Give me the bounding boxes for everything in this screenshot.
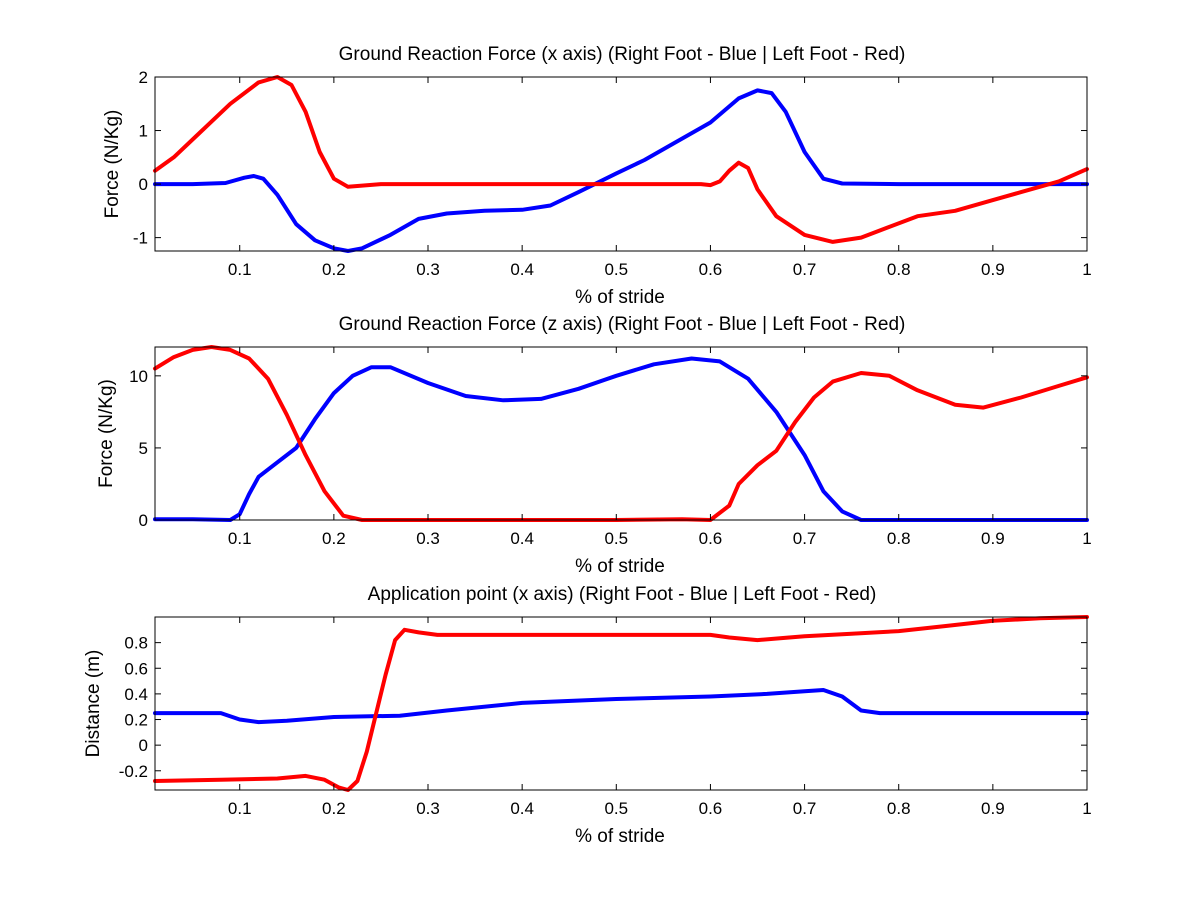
y-tick-label: 5 bbox=[139, 439, 148, 458]
y-tick-label: 0 bbox=[139, 736, 148, 755]
x-tick-label: 0.9 bbox=[981, 799, 1005, 818]
x-tick-label: 0.8 bbox=[887, 799, 911, 818]
x-tick-label: 1 bbox=[1082, 260, 1091, 279]
plot-area bbox=[154, 616, 1088, 791]
x-tick-label: 0.7 bbox=[793, 529, 817, 548]
chart-title: Ground Reaction Force (z axis) (Right Fo… bbox=[339, 314, 906, 335]
x-axis-label: % of stride bbox=[575, 556, 665, 577]
series-line-1 bbox=[153, 88, 1089, 253]
x-tick-label: 0.5 bbox=[604, 260, 628, 279]
y-tick-label: -1 bbox=[133, 229, 148, 248]
chart-title: Application point (x axis) (Right Foot -… bbox=[368, 584, 877, 605]
x-axis-label: % of stride bbox=[575, 826, 665, 847]
x-tick-label: 0.6 bbox=[699, 260, 723, 279]
series-line-2 bbox=[153, 615, 1089, 792]
axes-frame bbox=[154, 346, 1088, 521]
y-axis-label: Force (N/Kg) bbox=[96, 379, 117, 488]
y-tick-label: 0.2 bbox=[124, 711, 148, 730]
chart-title: Ground Reaction Force (x axis) (Right Fo… bbox=[339, 44, 906, 65]
x-tick-label: 0.5 bbox=[604, 529, 628, 548]
x-tick-label: 0.2 bbox=[322, 529, 346, 548]
y-tick-label: 0 bbox=[139, 175, 148, 194]
plot-area bbox=[154, 76, 1088, 252]
x-tick-label: 0.7 bbox=[793, 260, 817, 279]
y-tick-label: 0.6 bbox=[124, 659, 148, 678]
y-tick-label: 0 bbox=[139, 511, 148, 530]
axes-frame bbox=[154, 76, 1088, 252]
x-tick-label: 0.4 bbox=[510, 799, 534, 818]
x-tick-label: 1 bbox=[1082, 799, 1091, 818]
x-tick-label: 0.6 bbox=[699, 799, 723, 818]
x-tick-label: 0.3 bbox=[416, 799, 440, 818]
axes-frame bbox=[154, 616, 1088, 791]
x-tick-label: 0.1 bbox=[228, 260, 252, 279]
y-tick-label: 1 bbox=[139, 122, 148, 141]
subplot-1: 0.1 0.2 0.3 0.4 0.5 0.6 0.7 0.8 0.9 1 -1 0 1 2 Ground … bbox=[102, 44, 1092, 308]
x-tick-label: 0.3 bbox=[416, 529, 440, 548]
y-tick-label: 2 bbox=[139, 68, 148, 87]
y-axis-label: Force (N/Kg) bbox=[102, 110, 123, 219]
y-axis-label: Distance (m) bbox=[83, 650, 104, 758]
y-tick-label: 0.8 bbox=[124, 634, 148, 653]
x-tick-label: 0.2 bbox=[322, 799, 346, 818]
x-tick-label: 0.7 bbox=[793, 799, 817, 818]
y-tick-label: 10 bbox=[129, 367, 148, 386]
x-tick-label: 0.1 bbox=[228, 799, 252, 818]
x-tick-label: 0.4 bbox=[510, 529, 534, 548]
x-tick-label: 0.9 bbox=[981, 260, 1005, 279]
x-axis-label: % of stride bbox=[575, 287, 665, 308]
x-tick-label: 0.2 bbox=[322, 260, 346, 279]
x-tick-label: 0.8 bbox=[887, 260, 911, 279]
x-tick-label: 1 bbox=[1082, 529, 1091, 548]
series-line-1 bbox=[153, 688, 1089, 725]
series-line-1 bbox=[153, 356, 1089, 522]
x-tick-label: 0.6 bbox=[699, 529, 723, 548]
x-tick-label: 0.4 bbox=[510, 260, 534, 279]
x-tick-label: 0.9 bbox=[981, 529, 1005, 548]
x-tick-label: 0.5 bbox=[604, 799, 628, 818]
subplot-3: 0.1 0.2 0.3 0.4 0.5 0.6 0.7 0.8 0.9 1 -0.2 0 0.2 0.4 0… bbox=[83, 584, 1092, 847]
y-tick-label: 0.4 bbox=[124, 685, 148, 704]
y-tick-label: -0.2 bbox=[119, 762, 148, 781]
x-tick-label: 0.3 bbox=[416, 260, 440, 279]
series-line-2 bbox=[153, 75, 1089, 244]
x-tick-label: 0.8 bbox=[887, 529, 911, 548]
x-tick-label: 0.1 bbox=[228, 529, 252, 548]
